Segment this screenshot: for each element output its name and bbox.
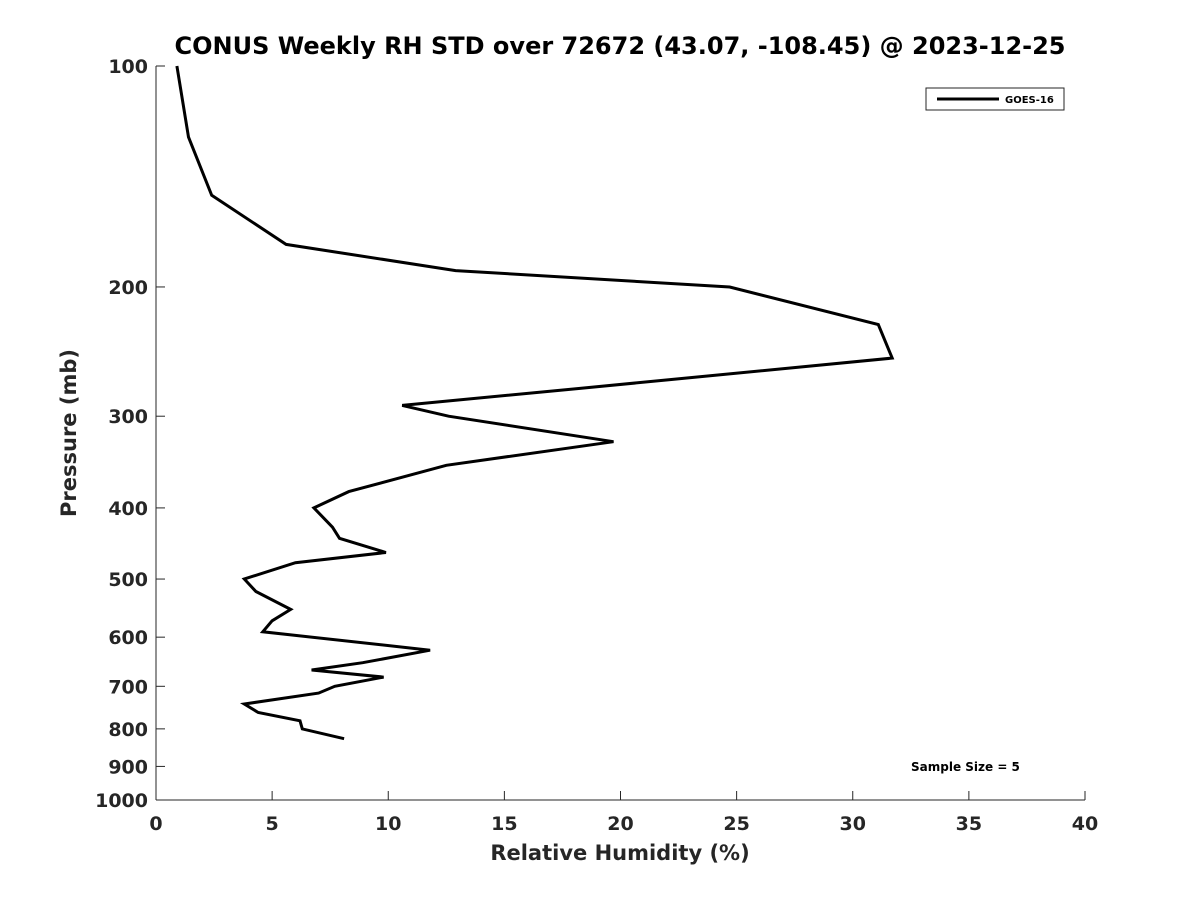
- x-tick-label: 5: [266, 813, 279, 835]
- x-ticks: 0 5 10 15 20 25 30 35 40: [149, 791, 1098, 835]
- y-tick-label: 600: [108, 627, 148, 649]
- x-tick-label: 40: [1072, 813, 1098, 835]
- sample-size-annotation: Sample Size = 5: [911, 760, 1020, 774]
- x-tick-label: 20: [607, 813, 633, 835]
- axes: [155, 66, 1085, 801]
- y-tick-label: 100: [108, 56, 148, 78]
- y-tick-label: 900: [108, 756, 148, 778]
- series-line-goes-16: [175, 65, 895, 741]
- x-tick-label: 30: [840, 813, 866, 835]
- y-tick-label: 1000: [95, 790, 148, 812]
- y-tick-label: 400: [108, 498, 148, 520]
- x-tick-label: 0: [149, 813, 162, 835]
- series-group: [175, 65, 895, 741]
- y-tick-label: 800: [108, 719, 148, 741]
- x-tick-label: 35: [956, 813, 982, 835]
- x-axis-label: Relative Humidity (%): [490, 841, 749, 865]
- legend-label: GOES-16: [1005, 95, 1054, 106]
- y-tick-label: 500: [108, 569, 148, 591]
- y-tick-label: 200: [108, 277, 148, 299]
- x-tick-label: 15: [491, 813, 517, 835]
- y-axis-label: Pressure (mb): [57, 349, 81, 517]
- y-tick-label: 700: [108, 676, 148, 698]
- x-tick-label: 25: [723, 813, 749, 835]
- y-tick-label: 300: [108, 406, 148, 428]
- x-tick-label: 10: [375, 813, 401, 835]
- y-ticks: 100 200 300 400 500 600 700 800 900 1000: [95, 56, 165, 812]
- chart-title: CONUS Weekly RH STD over 72672 (43.07, -…: [174, 32, 1065, 60]
- legend: GOES-16: [925, 87, 1065, 111]
